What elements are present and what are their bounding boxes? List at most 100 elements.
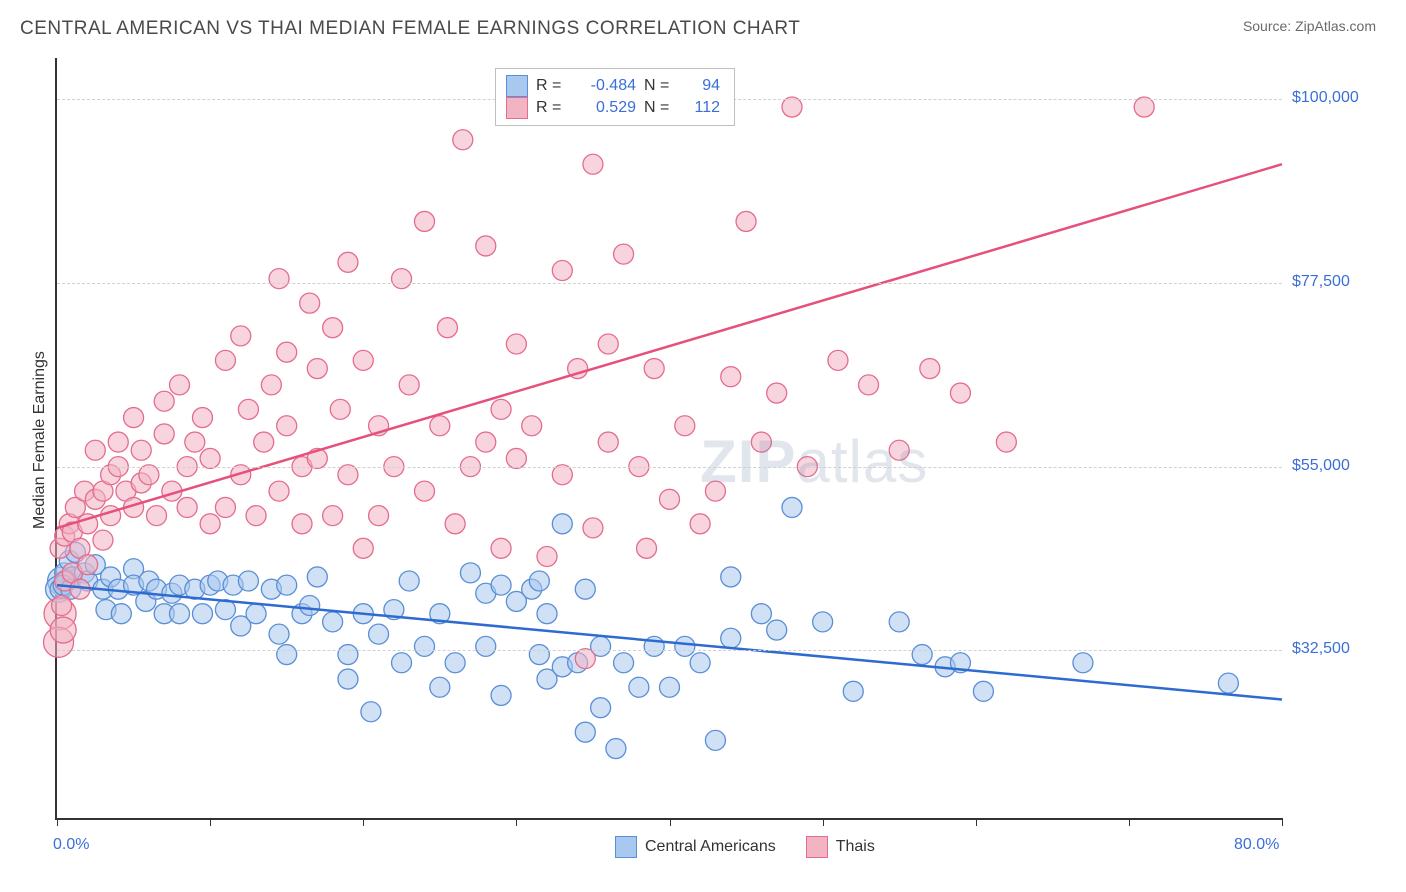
scatter-point — [721, 367, 741, 387]
scatter-point — [177, 497, 197, 517]
plot-area: ZIPatlas $32,500$55,000$77,500$100,000 — [55, 58, 1282, 820]
legend-label-1: Thais — [836, 838, 875, 856]
scatter-point — [476, 236, 496, 256]
y-tick-label: $55,000 — [1292, 457, 1392, 475]
scatter-point — [996, 432, 1016, 452]
chart-title: CENTRAL AMERICAN VS THAI MEDIAN FEMALE E… — [20, 18, 800, 40]
scatter-point — [660, 677, 680, 697]
gridline — [57, 650, 1282, 651]
legend-swatch-0 — [615, 836, 637, 858]
scatter-point — [445, 653, 465, 673]
x-tick-mark — [210, 818, 211, 826]
scatter-point — [300, 596, 320, 616]
scatter-point — [767, 383, 787, 403]
scatter-point — [338, 669, 358, 689]
legend-series: Central Americans Thais — [615, 836, 875, 858]
scatter-point — [50, 617, 76, 643]
scatter-point — [537, 546, 557, 566]
scatter-point — [323, 506, 343, 526]
scatter-point — [231, 326, 251, 346]
scatter-point — [705, 730, 725, 750]
y-tick-label: $32,500 — [1292, 640, 1392, 658]
scatter-point — [491, 538, 511, 558]
scatter-point — [361, 702, 381, 722]
scatter-point — [782, 497, 802, 517]
scatter-point — [529, 571, 549, 591]
x-tick-mark — [670, 818, 671, 826]
legend-item-1: Thais — [806, 836, 875, 858]
scatter-point — [392, 269, 412, 289]
scatter-point — [369, 506, 389, 526]
scatter-point — [154, 391, 174, 411]
legend-stats-row-2: R = 0.529 N = 112 — [506, 97, 720, 119]
scatter-point — [111, 604, 131, 624]
scatter-point — [506, 448, 526, 468]
scatter-point — [307, 359, 327, 379]
scatter-point — [415, 211, 435, 231]
chart-container: ZIPatlas $32,500$55,000$77,500$100,000 M… — [0, 48, 1406, 878]
scatter-point — [629, 677, 649, 697]
scatter-point — [430, 677, 450, 697]
scatter-point — [690, 653, 710, 673]
x-tick-mark — [823, 818, 824, 826]
scatter-point — [415, 481, 435, 501]
scatter-point — [675, 416, 695, 436]
legend-swatch-series-1 — [506, 97, 528, 119]
scatter-point — [254, 432, 274, 452]
scatter-point — [261, 375, 281, 395]
scatter-point — [353, 538, 373, 558]
scatter-point — [460, 563, 480, 583]
scatter-point — [369, 624, 389, 644]
legend-r-value-0: -0.484 — [578, 75, 636, 97]
scatter-point — [973, 681, 993, 701]
scatter-point — [154, 424, 174, 444]
scatter-point — [238, 399, 258, 419]
scatter-point — [912, 645, 932, 665]
scatter-point — [52, 596, 72, 616]
scatter-point — [476, 636, 496, 656]
scatter-point — [277, 416, 297, 436]
x-axis-max-label: 80.0% — [1234, 836, 1279, 854]
scatter-point — [767, 620, 787, 640]
scatter-point — [437, 318, 457, 338]
x-tick-mark — [976, 818, 977, 826]
scatter-point — [246, 604, 266, 624]
scatter-point — [690, 514, 710, 534]
scatter-point — [828, 350, 848, 370]
legend-swatch-1 — [806, 836, 828, 858]
x-tick-mark — [57, 818, 58, 826]
scatter-point — [124, 408, 144, 428]
y-tick-label: $100,000 — [1292, 89, 1392, 107]
scatter-point — [751, 604, 771, 624]
scatter-point — [277, 575, 297, 595]
scatter-point — [170, 375, 190, 395]
scatter-point — [552, 514, 572, 534]
y-tick-label: $77,500 — [1292, 273, 1392, 291]
scatter-point — [575, 649, 595, 669]
scatter-point — [889, 440, 909, 460]
scatter-point — [529, 645, 549, 665]
scatter-point — [506, 334, 526, 354]
gridline — [57, 283, 1282, 284]
scatter-point — [269, 269, 289, 289]
scatter-point — [476, 432, 496, 452]
scatter-point — [1134, 97, 1154, 117]
scatter-point — [415, 636, 435, 656]
scatter-point — [637, 538, 657, 558]
scatter-point — [751, 432, 771, 452]
gridline — [57, 467, 1282, 468]
scatter-point — [675, 636, 695, 656]
legend-r-value-1: 0.529 — [578, 97, 636, 119]
scatter-point — [491, 685, 511, 705]
scatter-point — [453, 130, 473, 150]
scatter-point — [598, 334, 618, 354]
scatter-point — [192, 408, 212, 428]
scatter-point — [323, 612, 343, 632]
scatter-point — [813, 612, 833, 632]
scatter-point — [537, 604, 557, 624]
x-tick-mark — [1129, 818, 1130, 826]
scatter-point — [950, 383, 970, 403]
scatter-point — [307, 567, 327, 587]
legend-n-value-1: 112 — [686, 97, 720, 119]
scatter-point — [215, 497, 235, 517]
